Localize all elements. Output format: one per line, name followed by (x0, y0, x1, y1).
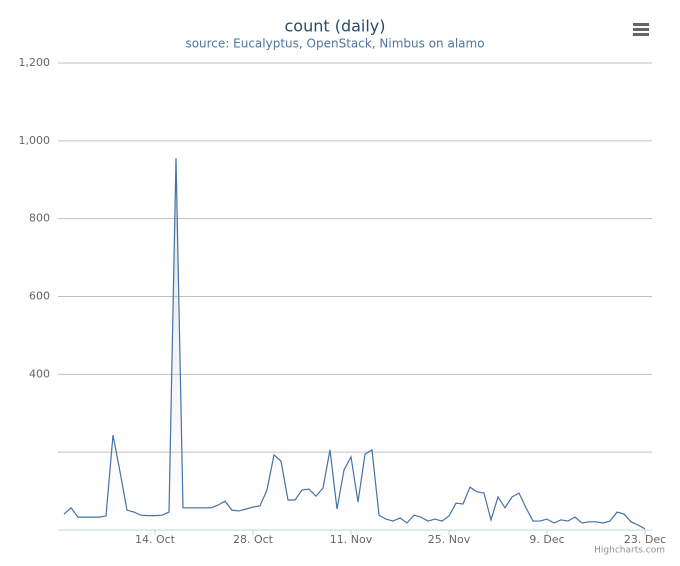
y-tick-label: 600 (29, 290, 50, 303)
chart-title: count (daily) (284, 17, 385, 36)
y-tick-label: 1,000 (19, 134, 51, 147)
area-fill (64, 157, 645, 530)
chart-subtitle: source: Eucalyptus, OpenStack, Nimbus on… (185, 37, 484, 51)
credits[interactable]: Highcharts.com (594, 546, 665, 556)
x-tick-label: 14. Oct (135, 533, 176, 546)
x-tick-label: 11. Nov (330, 533, 373, 546)
y-tick-label: 800 (29, 212, 50, 225)
x-tick-label: 23. Dec (624, 533, 666, 546)
x-tick-label: 9. Dec (529, 533, 564, 546)
area-line (63, 157, 646, 530)
menu-button[interactable] (632, 22, 650, 38)
y-tick-label: 1,200 (19, 56, 51, 69)
y-tick-label: 400 (29, 367, 50, 380)
x-tick-label: 28. Oct (233, 533, 274, 546)
x-tick-label: 25. Nov (428, 533, 471, 546)
